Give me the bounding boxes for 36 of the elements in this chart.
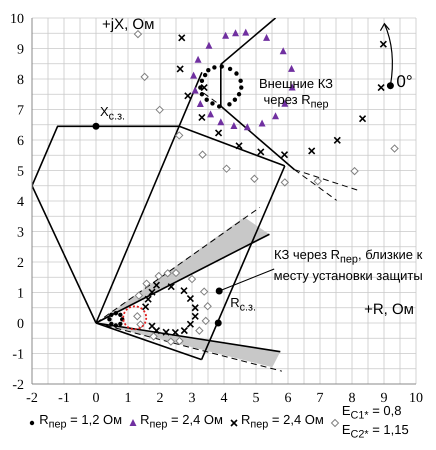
x-tick-label: 9 bbox=[380, 390, 388, 406]
x-tick-label: 2 bbox=[156, 390, 164, 406]
x-tick-label: -1 bbox=[58, 390, 70, 406]
y-tick-label: 3 bbox=[17, 225, 24, 240]
y-tick-label: 2 bbox=[17, 256, 24, 271]
x-tick-label: 5 bbox=[252, 390, 260, 406]
x-tick-label: 7 bbox=[316, 390, 324, 406]
y-tick-label: 10 bbox=[10, 12, 24, 27]
legend-label: R$_{пер}$ = 2,4 Ом bbox=[241, 412, 324, 432]
x-tick-label: 3 bbox=[188, 390, 196, 406]
y-tick-label: -2 bbox=[12, 378, 24, 393]
x-tick-label: 1 bbox=[124, 390, 132, 406]
annotation: 0° bbox=[396, 72, 414, 91]
y-tick-label: 6 bbox=[17, 134, 24, 149]
y-tick-label: 0 bbox=[17, 316, 24, 332]
annotation: КЗ через R$_{пер}$, близкие к месту установки защиты bbox=[272, 246, 424, 284]
y-tick-label: 1 bbox=[17, 286, 24, 302]
y-tick-label: 9 bbox=[17, 42, 24, 58]
x-axis-title: +R, Ом bbox=[363, 301, 414, 318]
y-axis-title: +jX, Ом bbox=[101, 16, 156, 33]
y-tick-label: 5 bbox=[17, 164, 24, 180]
y-tick-label: 8 bbox=[17, 72, 24, 88]
x-tick-label: 8 bbox=[348, 390, 356, 406]
text: E$_{C1*}$ = 0,8 E$_{C2*}$ = 1,15 bbox=[342, 403, 409, 440]
x-tick-label: 10 bbox=[409, 390, 423, 406]
y-tick-label: 7 bbox=[17, 103, 24, 118]
annotation: X$_{с.з.}$ bbox=[100, 104, 126, 125]
annotation: Внешние КЗ через R$_{пер}$ bbox=[258, 76, 334, 113]
y-tick-label: -1 bbox=[12, 347, 24, 362]
legend-label: R$_{пер}$ = 1,2 Ом bbox=[39, 412, 122, 432]
x-tick-label: 6 bbox=[284, 390, 292, 406]
x-tick-label: 4 bbox=[220, 390, 228, 406]
y-tick-label: 4 bbox=[17, 194, 24, 210]
annotation: R$_{с.з.}$ bbox=[230, 295, 258, 316]
legend-label: R$_{пер}$ = 2,4 Ом bbox=[140, 412, 223, 432]
x-tick-label: 0 bbox=[92, 390, 100, 406]
